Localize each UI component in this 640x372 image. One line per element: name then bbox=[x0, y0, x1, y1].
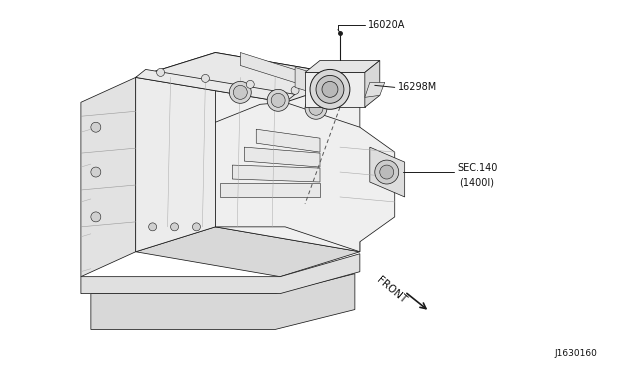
Circle shape bbox=[91, 212, 101, 222]
Circle shape bbox=[271, 93, 285, 107]
Polygon shape bbox=[256, 129, 320, 152]
Circle shape bbox=[316, 76, 344, 103]
Polygon shape bbox=[244, 147, 320, 167]
Polygon shape bbox=[305, 61, 380, 73]
Polygon shape bbox=[295, 67, 360, 107]
Circle shape bbox=[291, 86, 299, 94]
Polygon shape bbox=[81, 254, 360, 294]
Text: (1400I): (1400I) bbox=[460, 177, 495, 187]
Polygon shape bbox=[136, 52, 360, 102]
Polygon shape bbox=[81, 77, 136, 277]
Polygon shape bbox=[305, 73, 365, 107]
Polygon shape bbox=[136, 52, 216, 252]
Text: 16020A: 16020A bbox=[368, 20, 405, 30]
Circle shape bbox=[193, 223, 200, 231]
Circle shape bbox=[148, 223, 157, 231]
Polygon shape bbox=[365, 61, 380, 107]
Circle shape bbox=[229, 81, 252, 103]
Polygon shape bbox=[365, 82, 385, 97]
Circle shape bbox=[91, 167, 101, 177]
Circle shape bbox=[171, 223, 179, 231]
Circle shape bbox=[375, 160, 399, 184]
Circle shape bbox=[234, 86, 247, 99]
Circle shape bbox=[322, 81, 338, 97]
Circle shape bbox=[380, 165, 394, 179]
Text: FRONT: FRONT bbox=[375, 275, 408, 305]
Polygon shape bbox=[91, 274, 355, 330]
Polygon shape bbox=[216, 102, 395, 252]
Polygon shape bbox=[232, 165, 320, 182]
Circle shape bbox=[310, 70, 350, 109]
Circle shape bbox=[157, 68, 164, 76]
Circle shape bbox=[246, 80, 254, 89]
Circle shape bbox=[305, 97, 327, 119]
Polygon shape bbox=[136, 70, 295, 102]
Polygon shape bbox=[216, 52, 360, 252]
Circle shape bbox=[202, 74, 209, 82]
Text: SEC.140: SEC.140 bbox=[458, 163, 498, 173]
Text: J1630160: J1630160 bbox=[554, 349, 597, 358]
Polygon shape bbox=[136, 227, 360, 277]
Text: 16298M: 16298M bbox=[397, 82, 437, 92]
Polygon shape bbox=[240, 52, 310, 87]
Circle shape bbox=[267, 89, 289, 111]
Circle shape bbox=[309, 101, 323, 115]
Circle shape bbox=[91, 122, 101, 132]
Polygon shape bbox=[370, 147, 404, 197]
Polygon shape bbox=[220, 183, 320, 197]
